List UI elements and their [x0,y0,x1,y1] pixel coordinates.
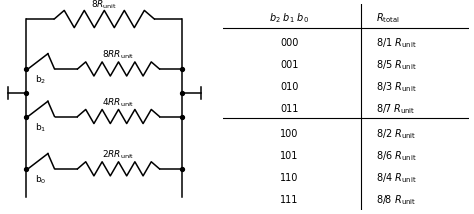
Text: $2RR_\mathrm{unit}$: $2RR_\mathrm{unit}$ [102,149,135,161]
Text: 100: 100 [280,129,299,139]
Text: 101: 101 [280,151,299,161]
Text: 010: 010 [280,82,299,92]
Text: $8RR_\mathrm{unit}$: $8RR_\mathrm{unit}$ [102,49,135,61]
Text: 8/3 $R_\mathrm{unit}$: 8/3 $R_\mathrm{unit}$ [375,80,416,94]
Text: 8/7 $R_\mathrm{unit}$: 8/7 $R_\mathrm{unit}$ [375,102,415,116]
Text: 8/4 $R_\mathrm{unit}$: 8/4 $R_\mathrm{unit}$ [375,171,416,184]
Text: 111: 111 [280,195,299,205]
Text: 8/2 $R_\mathrm{unit}$: 8/2 $R_\mathrm{unit}$ [375,127,416,141]
Text: $R_\mathrm{total}$: $R_\mathrm{total}$ [375,11,400,25]
Text: 8/6 $R_\mathrm{unit}$: 8/6 $R_\mathrm{unit}$ [375,149,416,163]
Text: 000: 000 [280,38,299,48]
Text: 011: 011 [280,104,299,114]
Text: 8/8 $R_\mathrm{unit}$: 8/8 $R_\mathrm{unit}$ [375,193,416,207]
Text: $b_2\ b_1\ b_0$: $b_2\ b_1\ b_0$ [269,11,310,25]
Text: 8/1 $R_\mathrm{unit}$: 8/1 $R_\mathrm{unit}$ [375,36,416,50]
Text: b$_2$: b$_2$ [35,74,46,86]
Text: 001: 001 [280,60,299,70]
Text: 8/5 $R_\mathrm{unit}$: 8/5 $R_\mathrm{unit}$ [375,58,416,71]
Text: $8R_\mathrm{unit}$: $8R_\mathrm{unit}$ [91,0,118,11]
Text: 110: 110 [280,173,299,183]
Text: b$_0$: b$_0$ [35,174,46,186]
Text: $4RR_\mathrm{unit}$: $4RR_\mathrm{unit}$ [102,96,135,109]
Text: b$_1$: b$_1$ [35,121,46,134]
